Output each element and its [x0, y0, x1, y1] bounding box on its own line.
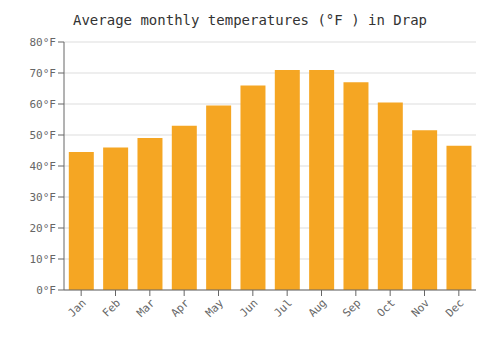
svg-text:10°F: 10°F [30, 253, 57, 266]
svg-text:Jul: Jul [272, 296, 295, 319]
svg-text:Jun: Jun [237, 296, 260, 319]
svg-text:Mar: Mar [134, 296, 158, 320]
svg-text:Nov: Nov [409, 296, 433, 320]
svg-text:40°F: 40°F [30, 160, 57, 173]
html-text:Average monthly temperatures (: Average monthly temperatures (°F ) in Dr… [73, 12, 427, 28]
svg-text:Jan: Jan [66, 296, 89, 319]
svg-text:0°F: 0°F [36, 284, 56, 297]
svg-text:Feb: Feb [100, 296, 123, 319]
svg-text:50°F: 50°F [30, 129, 57, 142]
svg-text:Dec: Dec [443, 296, 466, 319]
svg-text:30°F: 30°F [30, 191, 57, 204]
svg-text:Sep: Sep [340, 296, 363, 319]
svg-text:70°F: 70°F [30, 67, 57, 80]
svg-text:80°F: 80°F [30, 36, 57, 49]
svg-text:Aug: Aug [306, 296, 329, 319]
svg-text:May: May [203, 296, 227, 320]
svg-text:Apr: Apr [169, 296, 193, 320]
svg-text:20°F: 20°F [30, 222, 57, 235]
svg-text:Oct: Oct [375, 296, 398, 319]
svg-text:60°F: 60°F [30, 98, 57, 111]
